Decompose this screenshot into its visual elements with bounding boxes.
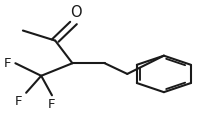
Text: F: F [48,98,56,111]
Text: F: F [14,95,22,108]
Text: F: F [3,57,11,70]
Text: O: O [70,5,82,20]
